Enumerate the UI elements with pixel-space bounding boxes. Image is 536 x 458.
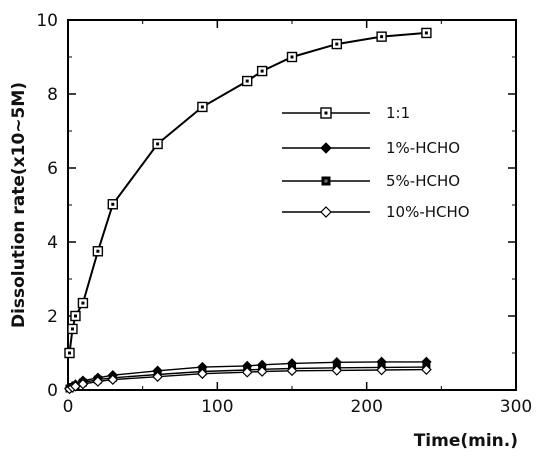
y-tick-label: 6 <box>47 159 58 179</box>
series-1 <box>64 27 432 359</box>
x-axis-title: Time(min.) <box>414 431 518 451</box>
series-4 <box>64 364 432 395</box>
data-point <box>421 364 432 375</box>
series-layer <box>64 27 432 395</box>
y-tick-label: 0 <box>47 381 58 401</box>
data-point <box>331 365 343 376</box>
data-point-dot <box>424 31 428 35</box>
data-point-dot <box>81 301 85 305</box>
data-point <box>241 366 253 378</box>
x-tick-label: 300 <box>500 397 532 417</box>
data-point <box>197 368 208 380</box>
data-point-dot <box>67 351 71 355</box>
x-tick-label: 0 <box>63 397 74 417</box>
data-point-dot <box>200 105 204 109</box>
legend-label: 1%-HCHO <box>386 139 460 157</box>
data-point <box>152 371 163 383</box>
data-point-dot <box>260 69 264 73</box>
legend-marker-dot <box>324 111 328 115</box>
y-tick-label: 10 <box>36 11 58 31</box>
data-point-dot <box>73 314 77 318</box>
data-point <box>256 366 268 377</box>
data-point-dot <box>290 55 294 59</box>
x-tick-label: 200 <box>350 397 382 417</box>
data-point <box>77 378 89 390</box>
legend-label: 5%-HCHO <box>386 172 460 190</box>
data-point-dot <box>380 35 384 39</box>
data-point <box>92 376 104 387</box>
legend-marker <box>320 142 332 154</box>
legend-label: 10%-HCHO <box>386 203 470 221</box>
data-point-dot <box>156 142 160 146</box>
data-point-dot <box>70 327 74 331</box>
axes: 0 100 200 300 0 2 4 6 8 10 <box>36 11 532 417</box>
data-point-dot <box>245 79 249 83</box>
legend-label: 1:1 <box>386 104 410 122</box>
data-point-dot <box>111 202 115 206</box>
y-tick-label: 2 <box>47 307 58 327</box>
data-point <box>286 365 298 377</box>
data-point-dot <box>335 42 339 46</box>
y-tick-label: 4 <box>47 233 58 253</box>
legend-marker <box>320 206 332 218</box>
data-point <box>107 374 119 385</box>
data-point-dot <box>96 249 100 253</box>
x-tick-label: 100 <box>201 397 233 417</box>
legend: 1:1 1%-HCHO 5%-HCHO 10%-HCHO <box>282 104 470 221</box>
y-tick-label: 8 <box>47 85 58 105</box>
data-point <box>376 364 387 376</box>
legend-marker-dot <box>324 179 328 183</box>
y-axis-title: Dissolution rate(x10~5M) <box>9 82 29 328</box>
